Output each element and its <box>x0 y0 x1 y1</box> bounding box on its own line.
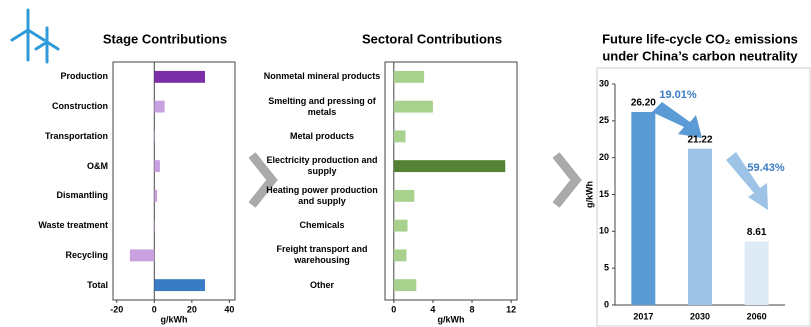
x-tick-label: 40 <box>224 304 234 314</box>
bar <box>393 219 408 232</box>
x-tick-label: 20 <box>187 304 197 314</box>
category-label-box: Metal products <box>289 130 354 141</box>
category-label: Electricity production and supply <box>266 155 378 177</box>
category-label-box: Freight transport and warehousing <box>276 244 368 266</box>
y-tick-label: 15 <box>599 189 609 199</box>
arrow <box>726 152 768 210</box>
category-label: Waste treatment <box>38 220 108 231</box>
chevron <box>248 152 278 208</box>
bar <box>393 100 433 113</box>
category-label-box: Dismantling <box>56 190 108 201</box>
chart-title: Sectoral Contributions <box>362 31 502 46</box>
category-label: Transportation <box>44 130 108 141</box>
bar <box>154 279 205 292</box>
x-tick-label: 12 <box>506 304 516 314</box>
bar <box>154 130 155 143</box>
category-label: Heating power production and supply <box>266 184 378 206</box>
category-label: Smelting and pressing of metals <box>268 95 376 117</box>
category-label-box: Electricity production and supply <box>266 155 378 177</box>
y-axis-label: g/kWh <box>584 181 594 208</box>
x-tick-label: 0 <box>391 304 396 314</box>
category-label-box: Transportation <box>44 130 108 141</box>
category-label-box: Total <box>87 279 108 290</box>
panel-frame <box>596 67 811 327</box>
chart-title: Stage Contributions <box>103 31 227 46</box>
y-tick-label: 0 <box>604 299 609 309</box>
category-label-box: Smelting and pressing of metals <box>268 95 376 117</box>
category-label: Metal products <box>289 130 354 141</box>
bar <box>129 249 155 262</box>
category-label-box: Nonmetal mineral products <box>263 71 381 82</box>
bar <box>393 249 407 262</box>
x-tick-label: 2017 <box>633 311 653 321</box>
y-tick-label: 20 <box>599 152 609 162</box>
x-tick-label: 8 <box>470 304 475 314</box>
bar <box>688 148 712 305</box>
category-label-box: Heating power production and supply <box>266 184 378 206</box>
annotation: 59.43% <box>747 162 785 174</box>
bar <box>393 189 415 202</box>
y-tick-label: 5 <box>604 263 609 273</box>
category-label: Construction <box>52 101 108 112</box>
y-tick-label: 30 <box>599 78 609 88</box>
x-axis-label: g/kWh <box>438 314 465 324</box>
category-label: Chemicals <box>299 220 345 231</box>
bar <box>154 160 160 173</box>
x-tick-label: -20 <box>110 304 123 314</box>
value-label: 26.20 <box>631 98 656 109</box>
category-label: Total <box>87 279 108 290</box>
bar <box>744 241 769 305</box>
chevron <box>552 152 582 208</box>
category-label: Nonmetal mineral products <box>263 71 381 82</box>
bar <box>393 160 506 173</box>
x-tick-label: 0 <box>152 304 157 314</box>
category-label: Production <box>60 71 109 82</box>
y-tick-label: 25 <box>599 115 609 125</box>
category-label-box: Chemicals <box>299 220 345 231</box>
value-label: 8.61 <box>747 227 767 238</box>
category-label-box: Other <box>309 279 334 290</box>
bar <box>154 70 205 83</box>
category-label-box: Construction <box>52 101 108 112</box>
plot-frame <box>112 61 236 301</box>
x-tick-label: 2060 <box>747 311 767 321</box>
chart-title: under China’s carbon neutrality <box>602 48 798 63</box>
value-label: 21.22 <box>687 134 712 145</box>
category-label: Freight transport and warehousing <box>276 244 368 266</box>
arrow <box>652 102 702 138</box>
annotation: 19.01% <box>659 89 697 101</box>
bar <box>631 111 656 305</box>
category-label: Other <box>309 279 334 290</box>
bar <box>154 100 165 113</box>
bar <box>393 70 425 83</box>
wind-icon <box>10 8 60 64</box>
x-axis-label: g/kWh <box>161 314 188 324</box>
category-label-box: Production <box>60 71 109 82</box>
bar <box>393 279 417 292</box>
category-label: O&M <box>87 160 108 171</box>
bar <box>393 130 406 143</box>
category-label-box: O&M <box>87 160 108 171</box>
category-label: Dismantling <box>56 190 108 201</box>
x-tick-label: 2030 <box>690 311 710 321</box>
x-tick-label: 4 <box>430 304 435 314</box>
y-tick-label: 10 <box>599 226 609 236</box>
chart-title: Future life-cycle CO₂ emissions <box>602 31 798 46</box>
category-label-box: Waste treatment <box>38 220 108 231</box>
bar <box>154 219 155 232</box>
plot-frame <box>384 61 518 301</box>
category-label-box: Recycling <box>65 249 108 260</box>
category-label: Recycling <box>65 249 108 260</box>
bar <box>154 189 158 202</box>
